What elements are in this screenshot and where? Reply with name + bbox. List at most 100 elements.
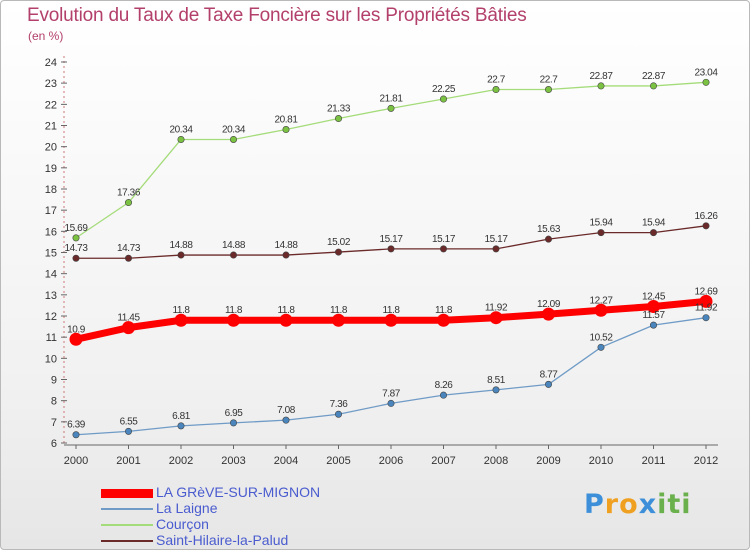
data-point xyxy=(702,222,710,230)
data-point xyxy=(594,303,608,317)
data-label: 21.81 xyxy=(379,93,403,104)
y-tick-label: 6 xyxy=(51,438,57,450)
y-tick-label: 12 xyxy=(45,311,57,323)
data-point xyxy=(492,86,500,94)
logo-letter: i xyxy=(657,489,668,520)
data-point xyxy=(702,78,710,86)
data-point xyxy=(122,321,135,335)
data-label: 21.33 xyxy=(327,104,351,115)
data-point xyxy=(489,311,503,325)
data-point xyxy=(72,431,80,439)
data-label: 15.94 xyxy=(642,218,666,229)
y-tick-label: 13 xyxy=(45,290,57,302)
data-point xyxy=(387,245,395,253)
legend-label: Saint-Hilaire-la-Palud xyxy=(156,532,289,548)
data-labels: 15.69 17.36 20.34 20.34 20.81 21.33 21.81 22.25… xyxy=(64,67,718,430)
data-label: 12.69 xyxy=(694,286,718,297)
data-point xyxy=(492,386,500,394)
data-label: 8.51 xyxy=(487,375,506,386)
data-label: 20.34 xyxy=(169,124,193,135)
data-label: 14.88 xyxy=(274,240,298,251)
x-tick-label: 2008 xyxy=(484,455,508,467)
data-label: 15.17 xyxy=(484,234,508,245)
x-tick-label: 2010 xyxy=(589,455,613,467)
x-tick-label: 2001 xyxy=(116,455,140,467)
proxiti-logo: Proxiti xyxy=(584,489,692,520)
data-label: 11.57 xyxy=(642,310,665,321)
logo-letter: i xyxy=(681,489,692,520)
data-label: 10.52 xyxy=(589,332,613,343)
data-point xyxy=(177,251,185,259)
data-label: 11.8 xyxy=(435,305,453,316)
data-label: 11.8 xyxy=(382,305,400,316)
data-label: 14.73 xyxy=(117,243,141,254)
y-tick-label: 16 xyxy=(45,226,57,238)
data-point xyxy=(282,126,290,134)
logo-letter: t xyxy=(667,489,682,520)
y-tick-label: 20 xyxy=(45,142,57,154)
data-label: 6.95 xyxy=(225,408,244,419)
data-label: 14.73 xyxy=(64,243,88,254)
data-point xyxy=(334,248,342,256)
data-point xyxy=(492,245,500,253)
y-tick-label: 9 xyxy=(51,375,57,387)
data-label: 20.34 xyxy=(222,124,246,135)
data-point xyxy=(177,422,185,430)
x-tick-label: 2009 xyxy=(536,455,560,467)
data-point xyxy=(69,332,83,346)
data-point xyxy=(699,294,713,308)
data-point xyxy=(542,307,555,321)
data-label: 16.26 xyxy=(694,211,718,222)
axes: 6 7 8 9 10 11 12 13 14 15 16 17 18 19 20 21 22 23 24 2000 20… xyxy=(45,56,718,467)
x-tick-label: 2005 xyxy=(326,455,350,467)
data-point xyxy=(334,410,342,418)
data-point xyxy=(387,399,395,407)
data-point xyxy=(439,391,447,399)
data-label: 11.8 xyxy=(277,305,295,316)
data-label: 14.88 xyxy=(169,240,193,251)
logo-letter: o xyxy=(619,489,639,520)
data-label: 12.27 xyxy=(589,295,613,306)
data-point xyxy=(384,313,398,327)
data-label: 15.69 xyxy=(64,223,88,234)
data-point xyxy=(282,251,290,259)
data-label: 22.25 xyxy=(432,84,456,95)
data-point xyxy=(544,235,552,243)
data-point xyxy=(125,427,133,435)
data-point xyxy=(649,229,657,237)
data-label: 8.77 xyxy=(540,369,559,380)
legend-label: Courçon xyxy=(156,516,209,532)
x-tick-label: 2012 xyxy=(694,455,718,467)
data-label: 6.39 xyxy=(67,420,86,431)
logo-letter: r xyxy=(604,489,620,520)
legend-swatch xyxy=(101,508,153,510)
legend-swatch xyxy=(101,488,153,498)
data-point xyxy=(597,343,605,351)
data-label: 7.08 xyxy=(277,405,296,416)
legend-swatch xyxy=(101,540,153,542)
data-label: 7.87 xyxy=(382,388,401,399)
x-tick-label: 2002 xyxy=(169,455,193,467)
data-label: 8.26 xyxy=(435,380,454,391)
data-label: 11.8 xyxy=(330,305,348,316)
data-label: 11.8 xyxy=(225,305,243,316)
data-point xyxy=(72,254,80,262)
y-tick-label: 15 xyxy=(45,248,57,260)
data-label: 15.94 xyxy=(589,218,613,229)
data-label: 22.87 xyxy=(642,71,666,82)
data-point xyxy=(230,419,238,427)
data-point xyxy=(597,82,605,90)
data-label: 22.7 xyxy=(540,75,559,86)
data-point xyxy=(439,245,447,253)
data-label: 6.55 xyxy=(120,416,139,427)
data-point xyxy=(649,82,657,90)
data-point xyxy=(279,313,293,327)
data-point xyxy=(544,86,552,94)
data-label: 6.81 xyxy=(172,411,191,422)
data-point xyxy=(544,380,552,388)
data-label: 7.36 xyxy=(330,399,349,410)
data-label: 11.92 xyxy=(485,303,508,314)
x-tick-label: 2004 xyxy=(274,455,298,467)
y-tick-label: 14 xyxy=(45,269,57,281)
